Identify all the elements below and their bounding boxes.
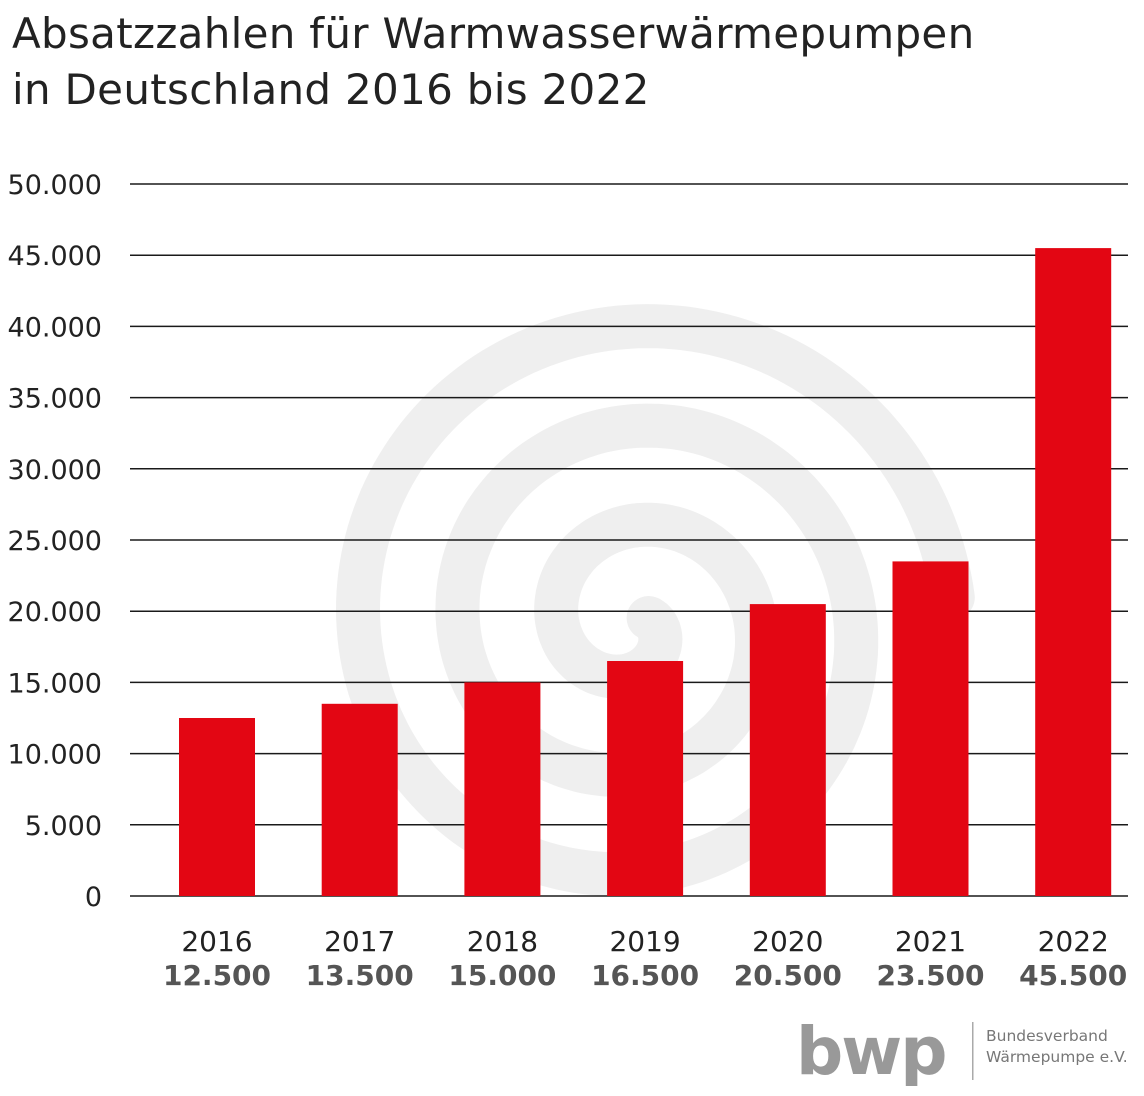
y-tick-label: 45.000	[8, 241, 102, 272]
bar-value-labels: 12.500 13.500 15.000 16.500 20.500 23.500 45.5…	[163, 959, 1127, 992]
x-tick-label-2017: 2017	[324, 925, 395, 958]
bar-2020	[749, 604, 826, 896]
chart-title-line-2: in Deutschland 2016 bis 2022	[12, 65, 650, 114]
bar-2022	[1035, 248, 1112, 897]
y-tick-label: 35.000	[8, 384, 102, 415]
y-tick-label: 0	[85, 882, 102, 913]
bar-2021	[892, 561, 969, 896]
bar-2018	[464, 682, 541, 896]
x-tick-label-2022: 2022	[1038, 925, 1109, 958]
value-label-2020: 20.500	[734, 959, 842, 992]
y-tick-label: 5.000	[25, 811, 102, 842]
value-label-2022: 45.500	[1019, 959, 1127, 992]
bar-2017	[321, 703, 398, 896]
value-label-2021: 23.500	[876, 959, 984, 992]
spiral-watermark-path	[335, 304, 975, 897]
y-axis-tick-labels: 0 5.000 10.000 15.000 20.000 25.000 30.000 35.0…	[8, 170, 102, 913]
x-tick-label-2016: 2016	[181, 925, 252, 958]
x-axis-category-labels: 2016 2017 2018 2019 2020 2021 2022	[181, 925, 1108, 958]
y-tick-label: 20.000	[8, 597, 102, 628]
bar-2019	[607, 661, 684, 896]
bwp-logo-text-line-1: Bundesverband	[986, 1027, 1108, 1045]
bar-chart: 0 5.000 10.000 15.000 20.000 25.000 30.000 35.0…	[8, 170, 1128, 992]
value-label-2019: 16.500	[591, 959, 699, 992]
chart-title-line-1: Absatzzahlen für Warmwasserwärmepumpen	[12, 9, 975, 58]
value-label-2016: 12.500	[163, 959, 271, 992]
y-tick-label: 30.000	[8, 455, 102, 486]
y-tick-label: 15.000	[8, 668, 102, 699]
bwp-logo: bwp Bundesverband Wärmepumpe e.V.	[796, 1012, 1136, 1090]
y-tick-label: 50.000	[8, 170, 102, 201]
x-tick-label-2019: 2019	[609, 925, 680, 958]
bwp-logo-text: Bundesverband Wärmepumpe e.V.	[986, 1026, 1128, 1068]
bwp-logo-mark: bwp	[796, 1013, 974, 1090]
bars	[179, 248, 1112, 897]
value-label-2018: 15.000	[448, 959, 556, 992]
y-tick-label: 10.000	[8, 740, 102, 771]
bwp-logo-text-line-2: Wärmepumpe e.V.	[986, 1048, 1128, 1066]
bwp-logo-divider	[972, 1022, 974, 1080]
bwp-logo-lettering: bwp	[796, 1013, 945, 1086]
x-tick-label-2018: 2018	[467, 925, 538, 958]
y-tick-label: 25.000	[8, 526, 102, 557]
y-tick-label: 40.000	[8, 312, 102, 343]
x-tick-label-2020: 2020	[752, 925, 823, 958]
spiral-watermark	[335, 304, 975, 897]
bar-2016	[179, 718, 255, 896]
x-tick-label-2021: 2021	[895, 925, 966, 958]
value-label-2017: 13.500	[306, 959, 414, 992]
chart-title: Absatzzahlen für Warmwasserwärmepumpen i…	[12, 6, 975, 118]
